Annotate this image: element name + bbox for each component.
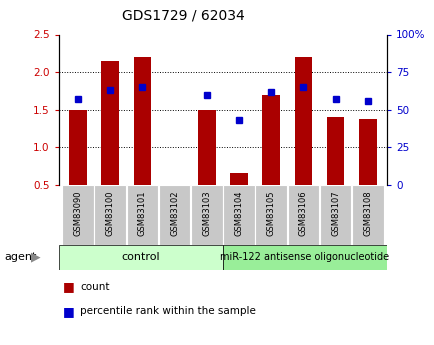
Text: GSM83105: GSM83105 — [266, 191, 275, 236]
Text: GDS1729 / 62034: GDS1729 / 62034 — [122, 9, 244, 23]
Bar — [255, 185, 286, 245]
Bar — [326, 117, 344, 185]
Text: GSM83107: GSM83107 — [330, 191, 339, 236]
Bar — [59, 245, 223, 270]
Bar — [133, 57, 151, 185]
Bar — [358, 119, 376, 185]
Bar — [287, 185, 319, 245]
Text: ▶: ▶ — [31, 251, 41, 264]
Text: GSM83090: GSM83090 — [73, 191, 82, 236]
Text: ■: ■ — [63, 305, 75, 318]
Bar — [223, 185, 254, 245]
Bar — [62, 185, 94, 245]
Bar — [191, 185, 222, 245]
Bar — [94, 185, 126, 245]
Text: miR-122 antisense oligonucleotide: miR-122 antisense oligonucleotide — [220, 253, 389, 262]
Bar — [101, 61, 119, 185]
Text: ■: ■ — [63, 280, 75, 294]
Text: GSM83108: GSM83108 — [362, 191, 372, 236]
Bar — [230, 173, 247, 185]
Text: percentile rank within the sample: percentile rank within the sample — [80, 306, 256, 316]
Bar — [319, 185, 351, 245]
Bar — [69, 110, 87, 185]
Text: count: count — [80, 282, 110, 292]
Text: agent: agent — [4, 253, 36, 262]
Text: control: control — [121, 253, 160, 262]
Text: GSM83104: GSM83104 — [234, 191, 243, 236]
Text: GSM83102: GSM83102 — [170, 191, 179, 236]
Text: GSM83106: GSM83106 — [298, 191, 307, 236]
Bar — [262, 95, 279, 185]
Text: GSM83100: GSM83100 — [105, 191, 115, 236]
Text: GSM83101: GSM83101 — [138, 191, 147, 236]
Bar — [351, 185, 383, 245]
Bar — [223, 245, 386, 270]
Bar — [197, 110, 215, 185]
Text: GSM83103: GSM83103 — [202, 191, 211, 236]
Bar — [294, 57, 312, 185]
Bar — [126, 185, 158, 245]
Bar — [158, 185, 190, 245]
